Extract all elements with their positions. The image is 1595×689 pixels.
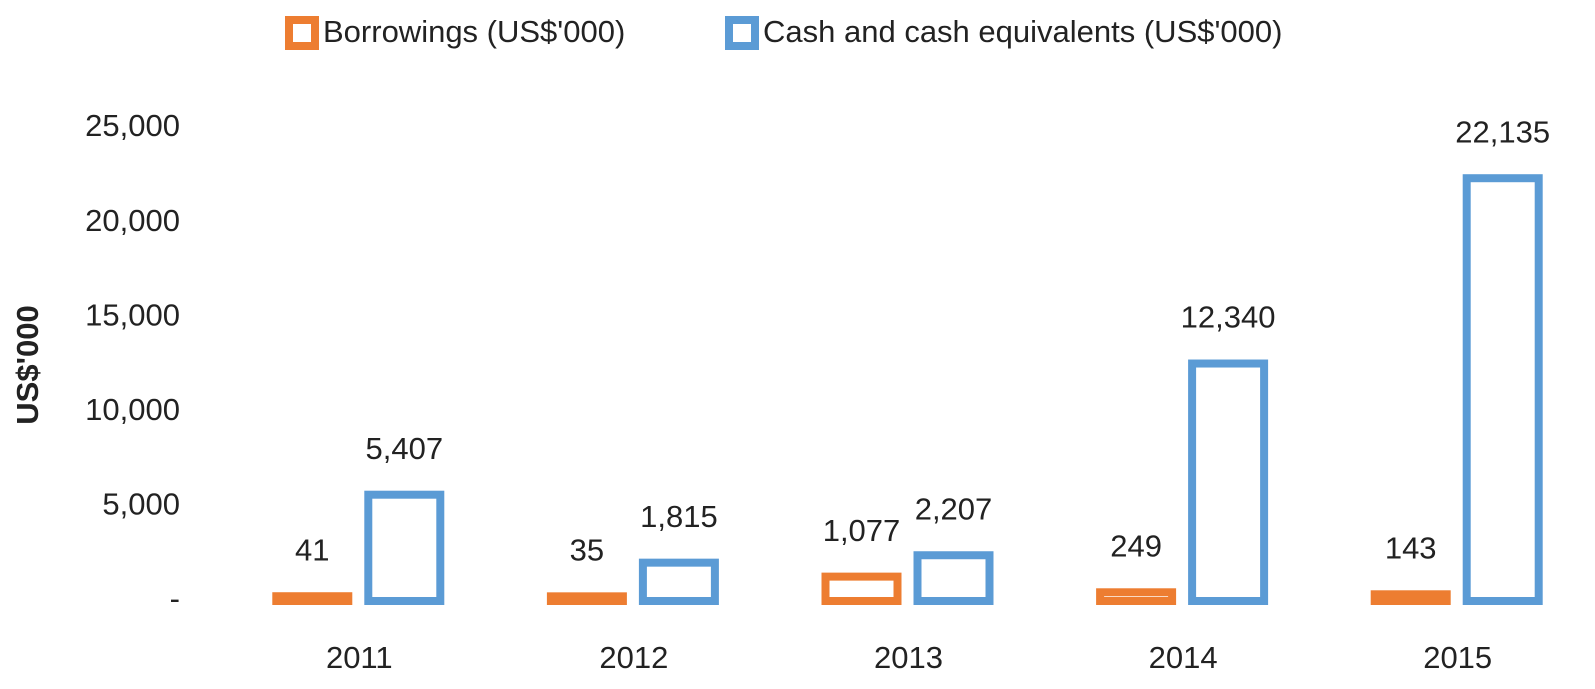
data-label: 12,340 [1181,300,1276,335]
x-tick-label: 2011 [326,640,393,675]
legend-swatch [285,16,319,50]
data-label: 143 [1385,530,1437,565]
bar [913,551,994,605]
x-tick-label: 2015 [1423,640,1492,675]
bar [1462,174,1543,605]
y-axis-label: US$'000 [10,305,45,424]
legend-swatch [725,16,759,50]
x-tick-label: 2012 [599,640,668,675]
bar [821,572,902,606]
data-label: 41 [295,532,329,567]
y-tick-label: - [170,581,180,616]
bar [1370,590,1451,605]
bar [1096,588,1177,606]
data-label: 5,407 [366,431,444,466]
legend-label: Cash and cash equivalents (US$'000) [763,14,1282,49]
bar [364,490,445,605]
data-label: 35 [570,533,604,568]
data-label: 1,077 [823,513,901,548]
bar [272,592,353,606]
x-tick-label: 2013 [874,640,943,675]
data-label: 249 [1110,528,1162,563]
bar [546,592,627,606]
y-tick-label: 5,000 [102,487,180,522]
x-tick-label: 2014 [1149,640,1218,675]
y-tick-label: 25,000 [85,108,180,143]
y-tick-label: 20,000 [85,203,180,238]
data-label: 22,135 [1455,114,1550,149]
bar [1188,359,1269,605]
legend-label: Borrowings (US$'000) [323,14,625,49]
data-label: 2,207 [915,491,993,526]
y-tick-label: 15,000 [85,297,180,332]
y-tick-label: 10,000 [85,392,180,427]
data-label: 1,815 [640,499,718,534]
bar [638,558,719,606]
